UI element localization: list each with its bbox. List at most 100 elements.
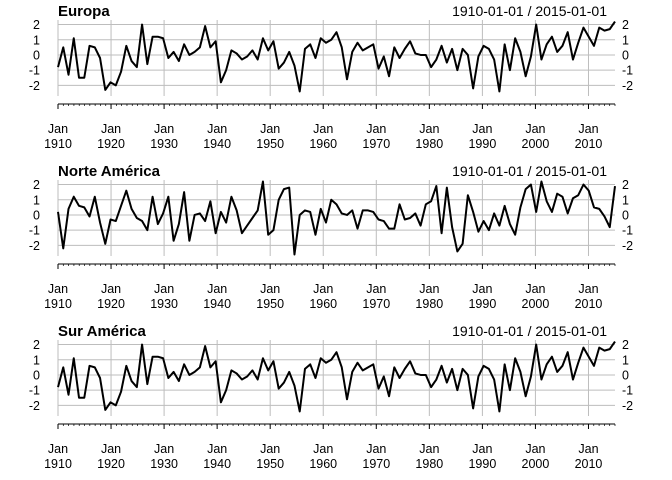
x-tick-label-month: Jan (101, 282, 121, 296)
x-tick-label-month: Jan (313, 122, 333, 136)
x-tick-label-month: Jan (101, 122, 121, 136)
x-tick-label-month: Jan (260, 442, 280, 456)
x-tick-label-month: Jan (525, 442, 545, 456)
y-tick-label-right: 1 (622, 353, 629, 367)
x-tick-label-year: 1930 (150, 297, 178, 311)
x-tick-label-year: 1960 (309, 137, 337, 151)
y-tick-label-left: 2 (33, 18, 40, 32)
x-tick-label-month: Jan (48, 122, 68, 136)
y-tick-label-right: 0 (622, 208, 629, 222)
x-tick-label-month: Jan (525, 122, 545, 136)
y-tick-label-right: -2 (622, 79, 633, 93)
y-tick-label-right: 1 (622, 193, 629, 207)
x-tick-label-month: Jan (419, 122, 439, 136)
x-tick-label-month: Jan (472, 122, 492, 136)
x-tick-label-year: 1950 (256, 137, 284, 151)
y-tick-label-left: -1 (29, 64, 40, 78)
series-line (57, 340, 616, 413)
y-tick-label-right: -1 (622, 224, 633, 238)
panel-title: Sur América (58, 323, 146, 340)
x-tick-label-year: 2010 (575, 137, 603, 151)
y-tick-label-left: -1 (29, 224, 40, 238)
y-tick-label-right: 0 (622, 48, 629, 62)
x-tick-label-year: 1910 (44, 137, 72, 151)
y-tick-label-left: 1 (33, 33, 40, 47)
y-tick-label-left: 0 (33, 368, 40, 382)
x-tick-label-year: 1930 (150, 457, 178, 471)
x-tick-label-year: 1940 (203, 457, 231, 471)
x-tick-label-year: 1960 (309, 457, 337, 471)
x-tick-label-year: 1970 (362, 137, 390, 151)
x-tick-label-year: 1920 (97, 137, 125, 151)
y-tick-label-right: 2 (622, 178, 629, 192)
y-tick-label-left: -2 (29, 239, 40, 253)
x-tick-label-month: Jan (154, 282, 174, 296)
x-tick-label-month: Jan (48, 282, 68, 296)
x-tick-label-month: Jan (366, 442, 386, 456)
y-tick-label-left: 2 (33, 178, 40, 192)
y-tick-label-right: 2 (622, 338, 629, 352)
y-tick-label-left: 2 (33, 338, 40, 352)
panel-1: Norte América 1910-01-01 / 2015-01-01 -2 -2… (29, 163, 633, 311)
y-tick-label-left: -2 (29, 399, 40, 413)
x-tick-label-year: 1990 (468, 457, 496, 471)
x-tick-label-month: Jan (207, 442, 227, 456)
x-tick-label-month: Jan (525, 282, 545, 296)
x-tick-label-month: Jan (154, 442, 174, 456)
y-tick-label-right: 1 (622, 33, 629, 47)
y-tick-label-right: -2 (622, 239, 633, 253)
y-tick-label-right: -2 (622, 399, 633, 413)
x-tick-label-year: 1950 (256, 457, 284, 471)
x-tick-label-month: Jan (578, 442, 598, 456)
x-tick-label-month: Jan (260, 122, 280, 136)
y-tick-label-left: -1 (29, 384, 40, 398)
x-tick-label-year: 1930 (150, 137, 178, 151)
x-tick-label-year: 1940 (203, 297, 231, 311)
y-tick-label-right: -1 (622, 384, 633, 398)
panel-title: Europa (58, 3, 110, 20)
x-tick-label-month: Jan (366, 122, 386, 136)
date-range-label: 1910-01-01 / 2015-01-01 (452, 163, 607, 179)
x-tick-label-month: Jan (419, 282, 439, 296)
series-line (57, 20, 616, 93)
panel-title: Norte América (58, 163, 161, 180)
x-tick-label-year: 2010 (575, 297, 603, 311)
panel-0: Europa 1910-01-01 / 2015-01-01-2 -2-1 -10 01… (29, 3, 633, 151)
x-tick-label-month: Jan (154, 122, 174, 136)
y-tick-label-left: 0 (33, 208, 40, 222)
x-tick-label-month: Jan (101, 442, 121, 456)
series-line (57, 180, 616, 256)
y-tick-label-right: 0 (622, 368, 629, 382)
x-tick-label-year: 1940 (203, 137, 231, 151)
y-tick-label-right: 2 (622, 18, 629, 32)
x-tick-label-month: Jan (578, 122, 598, 136)
y-tick-label-right: -1 (622, 64, 633, 78)
x-tick-label-year: 1980 (415, 297, 443, 311)
panel-2: Sur América 1910-01-01 / 2015-01-01-2 -2-1… (29, 323, 633, 471)
x-tick-label-year: 1960 (309, 297, 337, 311)
x-tick-label-year: 1950 (256, 297, 284, 311)
x-tick-label-year: 1970 (362, 297, 390, 311)
x-tick-label-year: 2000 (522, 137, 550, 151)
x-tick-label-year: 1980 (415, 457, 443, 471)
x-tick-label-year: 1910 (44, 297, 72, 311)
x-tick-label-month: Jan (472, 442, 492, 456)
x-tick-label-month: Jan (48, 442, 68, 456)
date-range-label: 1910-01-01 / 2015-01-01 (452, 3, 607, 19)
x-tick-label-month: Jan (313, 442, 333, 456)
y-tick-label-left: 1 (33, 193, 40, 207)
x-tick-label-year: 2000 (522, 457, 550, 471)
x-tick-label-year: 1980 (415, 137, 443, 151)
x-tick-label-year: 1920 (97, 297, 125, 311)
x-tick-label-month: Jan (207, 282, 227, 296)
x-tick-label-month: Jan (419, 442, 439, 456)
x-tick-label-year: 1920 (97, 457, 125, 471)
date-range-label: 1910-01-01 / 2015-01-01 (452, 323, 607, 339)
x-tick-label-month: Jan (578, 282, 598, 296)
x-tick-label-year: 1990 (468, 137, 496, 151)
x-tick-label-year: 1990 (468, 297, 496, 311)
x-tick-label-month: Jan (207, 122, 227, 136)
x-tick-label-year: 1910 (44, 457, 72, 471)
x-tick-label-month: Jan (472, 282, 492, 296)
